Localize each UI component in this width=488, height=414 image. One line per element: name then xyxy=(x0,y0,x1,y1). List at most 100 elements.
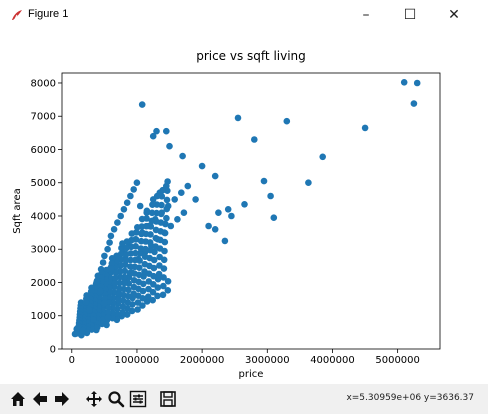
data-point xyxy=(211,172,219,180)
x-tick-label: 3000000 xyxy=(245,355,290,366)
data-point xyxy=(73,330,81,337)
data-point xyxy=(137,245,145,252)
data-point xyxy=(205,222,212,230)
data-point xyxy=(152,243,159,250)
data-point xyxy=(116,285,123,292)
data-point xyxy=(122,257,130,264)
chart-title: price vs sqft living xyxy=(196,49,306,63)
data-point xyxy=(153,192,161,200)
data-point xyxy=(163,214,170,222)
data-point xyxy=(134,224,141,231)
data-point xyxy=(108,260,116,267)
data-point xyxy=(160,282,167,290)
data-point xyxy=(148,217,156,225)
data-point xyxy=(101,252,108,260)
data-point xyxy=(107,232,115,240)
data-point xyxy=(163,196,171,204)
data-point xyxy=(153,127,160,135)
home-icon[interactable] xyxy=(8,389,28,409)
data-point xyxy=(130,290,137,298)
data-point xyxy=(174,216,181,223)
data-point xyxy=(163,127,170,135)
data-point xyxy=(215,209,222,216)
data-point xyxy=(141,253,149,260)
data-point xyxy=(111,280,119,287)
data-point xyxy=(180,209,188,216)
zoom-icon[interactable] xyxy=(106,389,126,409)
data-point xyxy=(115,290,123,298)
pan-icon[interactable] xyxy=(84,389,104,409)
data-point xyxy=(134,299,142,306)
navigation-toolbar: x=5.30959e+06 y=3636.37 xyxy=(0,384,488,414)
data-point xyxy=(120,206,128,213)
data-point xyxy=(221,237,229,245)
y-tick-label: 1000 xyxy=(31,311,56,322)
save-icon[interactable] xyxy=(158,389,178,409)
y-tick-label: 3000 xyxy=(31,245,56,256)
data-point xyxy=(192,196,199,203)
data-point xyxy=(119,309,126,316)
data-point xyxy=(104,309,112,316)
data-point xyxy=(178,189,185,196)
data-point xyxy=(130,277,138,284)
data-point xyxy=(117,212,124,220)
data-point xyxy=(283,117,291,125)
data-point xyxy=(133,179,141,186)
data-point xyxy=(130,283,138,291)
data-point xyxy=(163,205,170,213)
data-point xyxy=(134,306,141,313)
data-point xyxy=(224,206,232,213)
data-point xyxy=(160,274,167,281)
data-point xyxy=(149,296,156,304)
window-titlebar: Figure 1 – ☐ ✕ xyxy=(0,0,488,30)
close-button[interactable]: ✕ xyxy=(448,7,460,23)
data-point xyxy=(119,240,126,247)
data-point xyxy=(138,215,146,223)
data-point xyxy=(234,114,242,122)
data-point xyxy=(108,255,116,262)
data-point xyxy=(152,226,160,234)
y-tick-label: 2000 xyxy=(31,278,56,289)
data-point xyxy=(241,201,248,208)
data-point xyxy=(228,212,235,220)
data-point xyxy=(198,162,206,170)
data-point xyxy=(93,277,101,285)
data-point xyxy=(149,201,156,208)
y-tick-label: 5000 xyxy=(31,178,56,189)
maximize-button[interactable]: ☐ xyxy=(403,7,417,23)
data-point xyxy=(164,278,172,285)
data-point xyxy=(305,179,312,186)
figure-canvas[interactable]: price vs sqft living 0 1000000 2000000 30000… xyxy=(0,30,488,384)
data-point xyxy=(167,222,175,230)
data-point xyxy=(105,304,112,311)
data-point xyxy=(130,186,137,193)
x-tick-label: 1000000 xyxy=(115,355,160,366)
x-tick-label: 5000000 xyxy=(375,355,420,366)
data-point xyxy=(159,186,166,194)
data-point xyxy=(413,79,421,87)
data-point xyxy=(94,324,101,331)
x-axis-label: price xyxy=(239,369,264,380)
forward-arrow-icon[interactable] xyxy=(52,389,72,409)
subplots-config-icon[interactable] xyxy=(128,389,148,409)
x-tick-label: 4000000 xyxy=(310,355,355,366)
data-point xyxy=(127,192,134,200)
x-tick-label: 2000000 xyxy=(180,355,225,366)
data-point xyxy=(141,260,149,268)
data-point xyxy=(114,219,121,226)
data-point xyxy=(108,265,115,273)
data-point xyxy=(79,329,86,337)
tk-feather-icon xyxy=(12,10,22,20)
data-point xyxy=(155,270,163,278)
data-point xyxy=(136,202,144,210)
data-point xyxy=(211,226,219,233)
y-tick-label: 7000 xyxy=(31,112,56,123)
data-point xyxy=(138,230,145,238)
minimize-button[interactable]: – xyxy=(362,7,370,23)
y-tick-label: 8000 xyxy=(31,78,56,89)
data-point xyxy=(179,152,186,160)
back-arrow-icon[interactable] xyxy=(30,389,50,409)
data-point xyxy=(112,274,119,282)
data-point xyxy=(110,226,118,233)
